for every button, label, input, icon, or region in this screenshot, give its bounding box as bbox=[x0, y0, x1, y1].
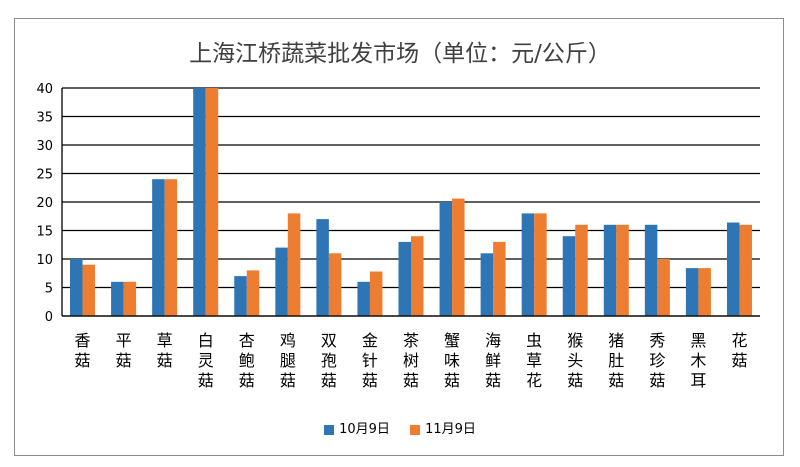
bar-series-1 bbox=[603, 224, 617, 316]
bar-series-2 bbox=[411, 236, 424, 316]
x-tick-label: 虫草花 bbox=[526, 331, 542, 390]
bar-series-1 bbox=[685, 268, 699, 316]
y-tick-label: 20 bbox=[36, 196, 53, 211]
bar-series-2 bbox=[739, 224, 752, 316]
x-tick-label: 海鲜菇 bbox=[485, 331, 501, 390]
y-tick-labels: 0 5 10 15 20 25 30 35 40 bbox=[36, 82, 53, 325]
bar-series-2 bbox=[534, 213, 547, 316]
legend-label-series-2: 11月9日 bbox=[425, 422, 476, 437]
y-tick-label: 15 bbox=[36, 225, 53, 240]
legend-item-series-1: 10月9日 bbox=[324, 418, 390, 437]
x-tick-label: 白灵菇 bbox=[198, 331, 214, 390]
bar-series-2 bbox=[369, 271, 383, 316]
y-tick-label: 5 bbox=[45, 282, 53, 297]
y-tick-label: 10 bbox=[36, 253, 53, 268]
bar-series-2 bbox=[287, 213, 301, 316]
bar-series-2 bbox=[493, 241, 506, 316]
bar-series-1 bbox=[316, 219, 329, 316]
bar-series-1 bbox=[70, 259, 83, 316]
bar-series-1 bbox=[275, 247, 288, 316]
y-tick-label: 35 bbox=[36, 111, 53, 126]
bar-series-1 bbox=[439, 202, 453, 316]
bar-series-1 bbox=[234, 276, 247, 316]
bars bbox=[70, 88, 752, 316]
bar-series-2 bbox=[82, 264, 96, 316]
bar-series-1 bbox=[521, 213, 535, 316]
y-tick-label: 25 bbox=[36, 168, 53, 183]
legend-swatch-series-1 bbox=[324, 424, 335, 435]
x-tick-label: 猪肚菇 bbox=[608, 331, 624, 390]
x-tick-label: 茶树菇 bbox=[403, 331, 419, 390]
bar-series-2 bbox=[246, 270, 260, 316]
y-tick-label: 30 bbox=[36, 139, 53, 154]
x-tick-label: 鸡腿菇 bbox=[280, 331, 296, 390]
bar-series-2 bbox=[205, 88, 219, 316]
bar-series-2 bbox=[452, 198, 465, 316]
legend: 10月9日 11月9日 bbox=[0, 418, 800, 437]
x-tick-label: 金针菇 bbox=[362, 331, 378, 390]
bar-series-2 bbox=[328, 253, 342, 316]
bar-series-2 bbox=[657, 259, 670, 316]
bar-series-1 bbox=[726, 222, 740, 316]
x-tick-label: 蟹味菇 bbox=[444, 331, 460, 390]
bar-series-1 bbox=[193, 88, 206, 316]
bar-series-1 bbox=[111, 281, 124, 316]
bar-series-1 bbox=[357, 281, 370, 316]
bar-series-2 bbox=[575, 224, 588, 316]
x-tick-label: 草菇 bbox=[157, 331, 173, 370]
bar-series-2 bbox=[123, 281, 137, 316]
x-tick-label: 香菇 bbox=[75, 331, 91, 370]
x-tick-label: 双孢菇 bbox=[321, 331, 337, 390]
x-tick-label: 花菇 bbox=[731, 331, 747, 370]
x-tick-label: 杏鲍菇 bbox=[239, 331, 255, 390]
x-tick-label: 黑木耳 bbox=[690, 331, 706, 390]
bar-series-2 bbox=[164, 179, 178, 316]
y-tick-label: 40 bbox=[36, 82, 53, 97]
legend-swatch-series-2 bbox=[410, 424, 421, 435]
legend-label-series-1: 10月9日 bbox=[339, 422, 390, 437]
x-tick-label: 平菇 bbox=[116, 331, 132, 370]
x-tick-label: 猴头菇 bbox=[567, 331, 583, 390]
chart-title: 上海江桥蔬菜批发市场（单位：元/公斤） bbox=[189, 41, 611, 67]
bar-series-1 bbox=[644, 224, 658, 316]
y-tick-label: 0 bbox=[45, 310, 53, 325]
bar-series-2 bbox=[698, 268, 711, 316]
bar-series-1 bbox=[480, 253, 494, 316]
x-tick-label: 秀珍菇 bbox=[649, 331, 665, 390]
bar-series-1 bbox=[398, 241, 411, 316]
bar-series-1 bbox=[152, 179, 165, 316]
axes bbox=[61, 88, 760, 317]
bar-series-1 bbox=[562, 236, 576, 316]
bar-series-2 bbox=[616, 224, 629, 316]
legend-item-series-2: 11月9日 bbox=[410, 418, 476, 437]
